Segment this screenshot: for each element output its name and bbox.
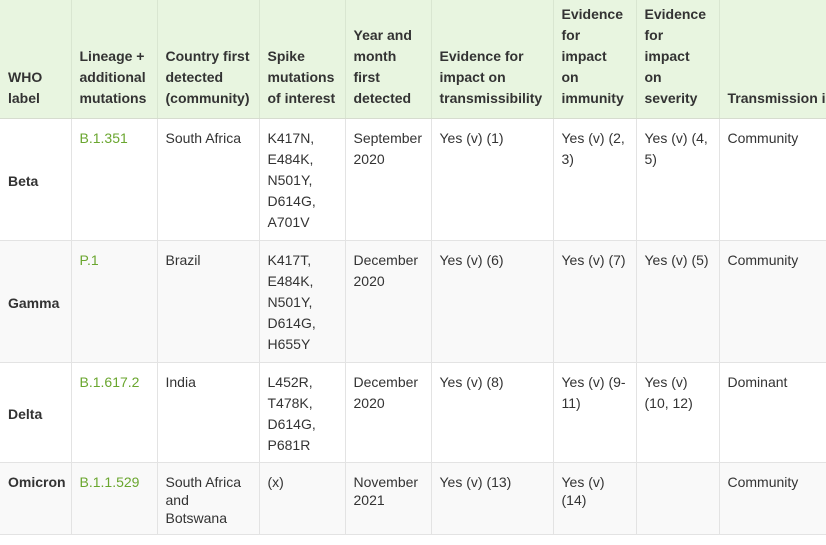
spike-mutations-cell: K417N, E484K, N501Y, D614G, A701V	[259, 118, 346, 241]
immunity-cell: Yes (v) (2, 3)	[553, 118, 637, 241]
severity-cell: Yes (v) (5)	[636, 240, 720, 363]
lineage-link[interactable]: B.1.617.2	[71, 362, 158, 463]
first-detected-cell: December 2020	[345, 240, 432, 363]
spike-mutation: D614G,	[267, 416, 316, 432]
country-cell: South Africa	[157, 118, 260, 241]
first-detected-cell: November 2021	[345, 462, 432, 535]
spike-mutation: E484K,	[267, 151, 314, 167]
header-transmissibility: Evidence for impact on transmissibility	[431, 0, 554, 119]
severity-cell: Yes (v) (10, 12)	[636, 362, 720, 463]
transmission-cell: Community	[719, 462, 826, 535]
table-row: Gamma P.1 Brazil K417T, E484K, N501Y, D6…	[0, 240, 826, 363]
who-label-cell: Omicron	[0, 462, 72, 535]
header-country: Country first detected (community)	[157, 0, 260, 119]
spike-mutations-cell: L452R, T478K, D614G, P681R	[259, 362, 346, 463]
first-detected-cell: December 2020	[345, 362, 432, 463]
header-first-detected: Year and month first detected	[345, 0, 432, 119]
transmissibility-cell: Yes (v) (13)	[431, 462, 554, 535]
table-header-row: WHO label Lineage + additional mutations…	[0, 0, 826, 119]
header-spike-mutations: Spike mutations of interest	[259, 0, 346, 119]
transmission-cell: Community	[719, 118, 826, 241]
header-who-label: WHO label	[0, 0, 72, 119]
immunity-cell: Yes (v) (9-11)	[553, 362, 637, 463]
country-cell: India	[157, 362, 260, 463]
immunity-cell: Yes (v) (7)	[553, 240, 637, 363]
spike-mutation: N501Y,	[267, 172, 313, 188]
lineage-link[interactable]: B.1.1.529	[71, 462, 158, 535]
spike-mutation: H655Y	[267, 336, 311, 352]
immunity-cell: Yes (v) (14)	[553, 462, 637, 535]
table-row: Omicron B.1.1.529 South Africa and Botsw…	[0, 462, 826, 535]
lineage-link[interactable]: B.1.351	[71, 118, 158, 241]
spike-mutation: A701V	[267, 214, 310, 230]
transmission-cell: Community	[719, 240, 826, 363]
spike-mutation: E484K,	[267, 273, 314, 289]
header-transmission: Transmission in EU/EEA	[719, 0, 826, 119]
spike-mutation: P681R	[267, 437, 311, 453]
country-cell: Brazil	[157, 240, 260, 363]
transmissibility-cell: Yes (v) (1)	[431, 118, 554, 241]
transmissibility-cell: Yes (v) (8)	[431, 362, 554, 463]
who-label-cell: Gamma	[0, 240, 72, 363]
spike-mutation: L452R,	[267, 374, 313, 390]
first-detected-cell: September 2020	[345, 118, 432, 241]
lineage-link[interactable]: P.1	[71, 240, 158, 363]
transmission-cell: Dominant	[719, 362, 826, 463]
spike-mutation: T478K,	[267, 395, 313, 411]
spike-mutation: K417T,	[267, 252, 312, 268]
spike-mutations-cell: (x)	[259, 462, 346, 535]
spike-mutation: (x)	[267, 474, 284, 490]
table-row: Delta B.1.617.2 India L452R, T478K, D614…	[0, 362, 826, 463]
spike-mutation: N501Y,	[267, 294, 313, 310]
header-severity: Evidence for impact on severity	[636, 0, 720, 119]
table-row: Beta B.1.351 South Africa K417N, E484K, …	[0, 118, 826, 241]
spike-mutation: K417N,	[267, 130, 315, 146]
severity-cell: Yes (v) (4, 5)	[636, 118, 720, 241]
spike-mutation: D614G,	[267, 193, 316, 209]
spike-mutation: D614G,	[267, 315, 316, 331]
who-label-cell: Delta	[0, 362, 72, 463]
who-label-cell: Beta	[0, 118, 72, 241]
header-lineage: Lineage + additional mutations	[71, 0, 158, 119]
severity-cell	[636, 462, 720, 535]
spike-mutations-cell: K417T, E484K, N501Y, D614G, H655Y	[259, 240, 346, 363]
header-immunity: Evidence for impact on immunity	[553, 0, 637, 119]
country-cell: South Africa and Botswana	[157, 462, 260, 535]
transmissibility-cell: Yes (v) (6)	[431, 240, 554, 363]
